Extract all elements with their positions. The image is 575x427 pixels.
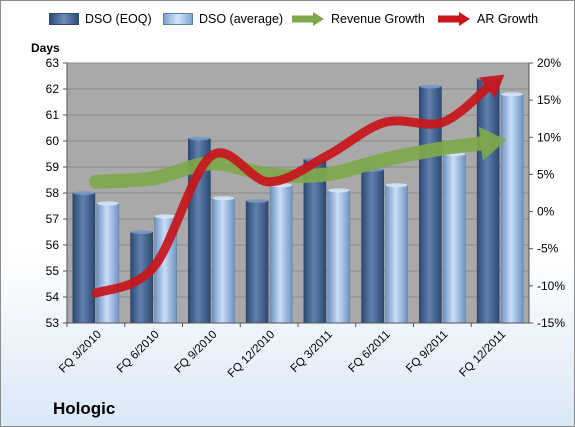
dso-eoq-bar — [245, 200, 269, 324]
dso-avg-bar-top — [385, 183, 408, 188]
dso-avg-bar — [443, 153, 466, 324]
y-tick-label: 54 — [46, 290, 60, 304]
y-tick-label: 63 — [46, 56, 60, 70]
dso-eoq-bar — [303, 158, 327, 324]
legend-item-revenue-growth: Revenue Growth — [291, 9, 425, 29]
y-tick-label: 62 — [46, 82, 60, 96]
dso-eoq-bar-top — [130, 230, 153, 234]
y-tick-label: 56 — [46, 238, 60, 252]
y2-tick-label: -10% — [537, 279, 565, 293]
legend: DSO (EOQ) DSO (average) Revenue Growth A… — [1, 9, 575, 31]
dso-avg-bar-top — [96, 201, 119, 206]
y2-tick-label: 15% — [537, 93, 561, 107]
y-tick-label: 57 — [46, 212, 60, 226]
y-axis-label: Days — [31, 41, 60, 55]
legend-label-dso-eoq: DSO (EOQ) — [85, 12, 152, 26]
y2-tick-label: 5% — [537, 167, 555, 181]
y2-tick-label: 10% — [537, 130, 561, 144]
x-tick-label: FQ 12/2011 — [457, 329, 508, 380]
legend-label-dso-avg: DSO (average) — [199, 12, 284, 26]
y-tick-label: 59 — [46, 160, 60, 174]
ar-growth-arrow-icon — [438, 12, 470, 26]
dso-eoq-bar — [361, 169, 384, 324]
dso-avg-bar — [212, 197, 235, 324]
y-tick-label: 60 — [46, 134, 60, 148]
dso-eoq-bar — [476, 78, 500, 324]
dso-eoq-bar-top — [72, 191, 95, 195]
company-name: Hologic — [53, 399, 116, 418]
dso-avg-bar-top — [212, 196, 235, 201]
y-tick-label: 58 — [46, 186, 60, 200]
dso-avg-bar — [500, 93, 524, 324]
dso-eoq-bar-top — [419, 84, 442, 89]
dso-avg-bar-top — [154, 214, 177, 219]
legend-item-dso-avg: DSO (average) — [163, 9, 283, 29]
y2-tick-label: 0% — [537, 205, 555, 219]
dso-avg-bar — [96, 203, 120, 324]
legend-label-ar-growth: AR Growth — [477, 12, 539, 26]
y-tick-label: 55 — [46, 264, 60, 278]
dso-avg-bar-top — [327, 188, 350, 193]
dso-avg-bar — [327, 190, 351, 324]
legend-item-ar-growth: AR Growth — [437, 9, 538, 29]
y2-tick-label: -15% — [537, 316, 565, 330]
x-tick-label: FQ 3/2011 — [289, 329, 335, 375]
x-tick-label: FQ 9/2011 — [404, 329, 450, 375]
dso-eoq-bar — [72, 192, 96, 324]
ar-growth-arrowhead — [479, 74, 505, 99]
dso-eoq-bar-top — [246, 198, 269, 203]
dso-eoq-bar-top — [188, 136, 211, 141]
y-tick-label: 61 — [46, 108, 60, 122]
x-tick-label: FQ 9/2010 — [173, 329, 220, 376]
dso-avg-bar-top — [501, 92, 524, 97]
ar-growth-line — [91, 83, 492, 298]
x-tick-label: FQ 6/2011 — [346, 329, 392, 375]
legend-label-revenue-growth: Revenue Growth — [331, 12, 425, 26]
x-tick-label: FQ 6/2010 — [115, 329, 162, 376]
legend-item-dso-eoq: DSO (EOQ) — [49, 9, 152, 29]
revenue-growth-arrow-icon — [292, 12, 324, 26]
dso-avg-bar — [385, 184, 408, 324]
y-tick-label: 53 — [46, 316, 60, 330]
dso-eoq-swatch — [49, 13, 79, 25]
dso-avg-bar — [269, 184, 293, 324]
x-tick-label: FQ 3/2010 — [57, 329, 104, 376]
revenue-growth-arrowhead — [478, 126, 507, 161]
y2-tick-label: -5% — [537, 242, 559, 256]
x-tick-label: FQ 12/2010 — [226, 329, 277, 380]
y2-tick-label: 20% — [537, 56, 561, 70]
dso-avg-swatch — [163, 13, 193, 25]
